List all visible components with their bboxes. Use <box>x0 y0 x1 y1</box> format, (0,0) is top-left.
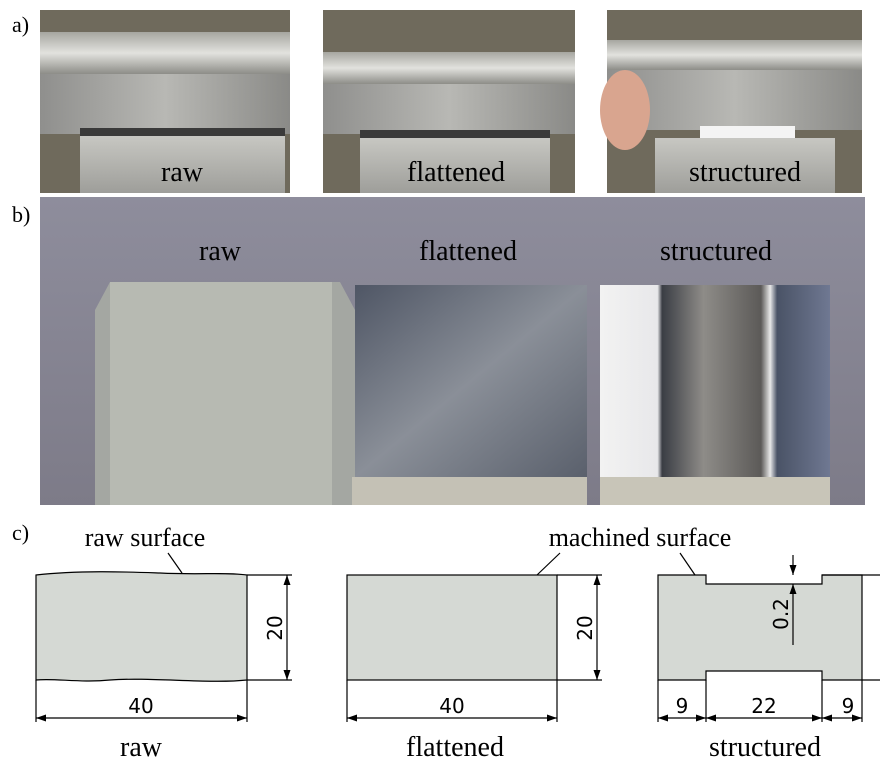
annotation: raw surface <box>85 523 206 552</box>
dimension: 20 <box>573 615 597 640</box>
photo-caption: flattened <box>419 236 517 267</box>
dimension: 9 <box>842 694 855 718</box>
dimension: 20 <box>263 615 287 640</box>
dimension: 22 <box>751 694 776 718</box>
panel-label: c) <box>12 520 29 545</box>
panel-label: b) <box>12 202 30 227</box>
dimension: 40 <box>439 694 464 718</box>
figure: a) raw flattened structured b) raw flatt… <box>0 0 881 760</box>
photo-caption: flattened <box>407 157 505 188</box>
photo-caption: structured <box>689 157 801 188</box>
dimension: 0.2 <box>769 598 793 630</box>
profile-caption: flattened <box>406 732 504 760</box>
profile-caption: raw <box>120 732 163 760</box>
dimension: 40 <box>128 694 153 718</box>
photo-caption: raw <box>161 157 204 188</box>
annotation: machined surface <box>549 523 732 552</box>
dimension: 9 <box>676 694 689 718</box>
profile-caption: structured <box>709 732 821 760</box>
photo-caption: raw <box>199 236 242 267</box>
photo-caption: structured <box>660 236 772 267</box>
panel-label: a) <box>12 12 29 37</box>
